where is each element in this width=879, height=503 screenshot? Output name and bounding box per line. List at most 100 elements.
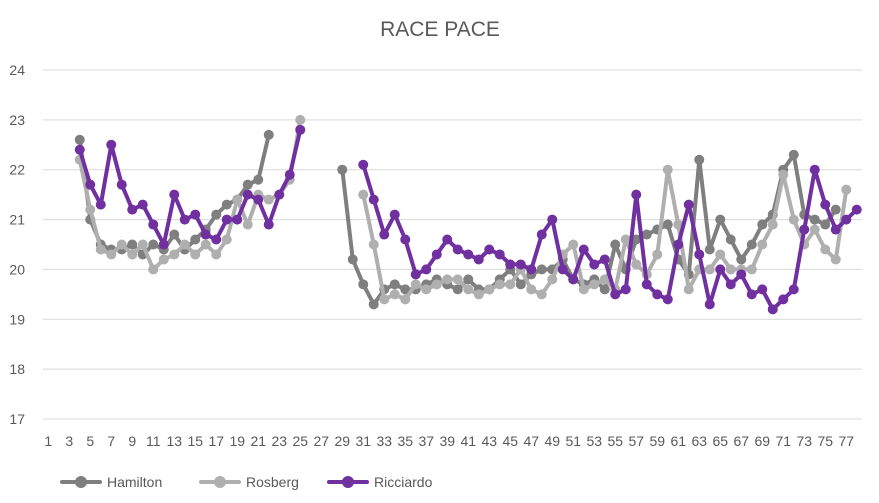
data-point [673, 219, 684, 230]
data-point [526, 264, 537, 275]
data-point [620, 284, 631, 295]
data-point [473, 254, 484, 265]
x-tick-label: 41 [460, 433, 476, 449]
data-point [452, 284, 463, 295]
x-tick-label: 55 [607, 433, 623, 449]
data-point [505, 279, 516, 290]
legend-label: Ricciardo [374, 474, 433, 490]
data-point [515, 279, 526, 290]
data-point [809, 214, 820, 225]
legend-swatch-marker [342, 476, 354, 488]
data-point [820, 199, 831, 210]
x-tick-label: 15 [187, 433, 203, 449]
data-point [568, 274, 579, 285]
data-point [232, 214, 243, 225]
x-tick-label: 23 [271, 433, 287, 449]
x-tick-label: 7 [107, 433, 115, 449]
y-tick-label: 18 [9, 361, 25, 377]
data-point [284, 169, 295, 180]
data-point [74, 134, 85, 145]
x-tick-label: 47 [523, 433, 539, 449]
data-point [148, 219, 159, 230]
data-point [421, 264, 432, 275]
data-point [274, 189, 285, 200]
data-point [442, 234, 453, 245]
data-point [620, 234, 631, 245]
data-point [536, 229, 547, 240]
x-tick-label: 63 [691, 433, 707, 449]
data-point [211, 234, 222, 245]
data-point [746, 239, 757, 250]
data-point [557, 264, 568, 275]
data-point [463, 274, 474, 285]
data-point [179, 214, 190, 225]
data-point [809, 224, 820, 235]
data-point [368, 239, 379, 250]
data-point [442, 274, 453, 285]
data-point [715, 264, 726, 275]
data-point [494, 279, 505, 290]
data-point [148, 264, 159, 275]
data-point [788, 284, 799, 295]
data-point [295, 124, 306, 135]
x-tick-label: 77 [838, 433, 854, 449]
data-point [389, 279, 400, 290]
data-point [95, 244, 106, 255]
data-point [242, 189, 253, 200]
data-point [568, 239, 579, 250]
data-point [358, 189, 369, 200]
data-point [778, 294, 789, 305]
series-lines [74, 114, 862, 315]
data-point [725, 279, 736, 290]
data-point [127, 204, 138, 215]
data-point [452, 244, 463, 255]
data-point [631, 234, 642, 245]
data-point [652, 289, 663, 300]
data-point [85, 179, 96, 190]
x-tick-label: 57 [628, 433, 644, 449]
data-point [242, 179, 253, 190]
data-point [232, 194, 243, 205]
x-tick-label: 73 [796, 433, 812, 449]
data-point [221, 234, 232, 245]
x-tick-label: 13 [166, 433, 182, 449]
data-point [484, 284, 495, 295]
x-tick-label: 43 [481, 433, 497, 449]
data-point [200, 239, 211, 250]
data-point [547, 214, 558, 225]
data-point [746, 264, 757, 275]
x-tick-label: 29 [334, 433, 350, 449]
data-point [179, 239, 190, 250]
data-point [820, 244, 831, 255]
data-point [799, 224, 810, 235]
series-rosberg [74, 114, 852, 305]
x-tick-label: 25 [292, 433, 308, 449]
data-point [211, 249, 222, 260]
x-tick-label: 31 [355, 433, 371, 449]
data-point [589, 279, 600, 290]
x-tick-label: 5 [86, 433, 94, 449]
data-point [694, 154, 705, 165]
chart-title: RACE PACE [380, 18, 500, 41]
data-point [137, 199, 148, 210]
data-point [578, 284, 589, 295]
x-tick-label: 19 [229, 433, 245, 449]
data-point [578, 244, 589, 255]
data-point [484, 244, 495, 255]
data-point [158, 239, 169, 250]
data-point [736, 254, 747, 265]
legend: Hamilton Rosberg Ricciardo [60, 474, 433, 490]
series-ricciardo [74, 124, 862, 315]
data-point [400, 284, 411, 295]
x-tick-label: 61 [670, 433, 686, 449]
data-point [547, 274, 558, 285]
data-point [589, 259, 600, 270]
data-point [137, 239, 148, 250]
data-point [505, 259, 516, 270]
x-tick-label: 51 [565, 433, 581, 449]
data-point [536, 264, 547, 275]
data-point [200, 229, 211, 240]
data-point [400, 294, 411, 305]
x-tick-label: 9 [128, 433, 136, 449]
